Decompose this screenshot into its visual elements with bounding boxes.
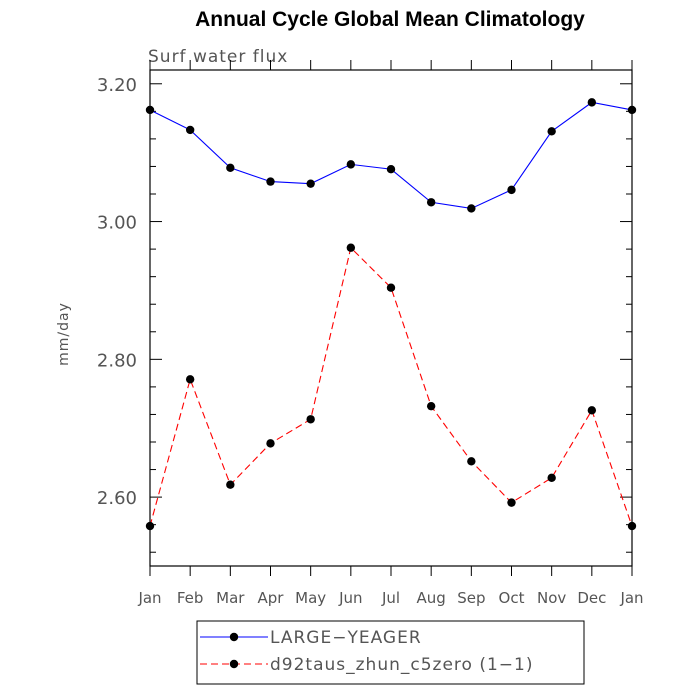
data-point — [386, 165, 396, 174]
series-line-1 — [149, 101, 633, 210]
data-point — [185, 375, 195, 384]
data-point — [306, 179, 315, 188]
data-point — [467, 457, 476, 466]
chart-title: Annual Cycle Global Mean Climatology — [195, 8, 585, 31]
legend-label-2: d92taus_zhun_c5zero (1−1) — [270, 655, 534, 675]
data-point — [306, 415, 315, 424]
x-tick-label: Apr — [258, 589, 285, 607]
chart-subtitle: Surf water flux — [148, 47, 289, 67]
data-point — [507, 185, 516, 195]
data-point — [507, 498, 516, 507]
data-point — [386, 283, 396, 292]
x-tick-label: Nov — [537, 589, 566, 607]
data-point — [426, 401, 436, 411]
data-point — [627, 105, 637, 115]
x-tick-label: May — [295, 589, 326, 607]
legend-box — [196, 620, 585, 685]
legend-marker-2 — [229, 659, 239, 669]
data-point — [266, 439, 275, 448]
data-point — [226, 480, 235, 489]
data-point — [587, 406, 597, 415]
y-tick-label: 3.20 — [97, 75, 137, 96]
x-tick-label: Jul — [381, 589, 400, 607]
legend-label-1: LARGE−YEAGER — [270, 628, 422, 648]
data-point — [346, 243, 356, 252]
x-tick-label: Sep — [457, 589, 485, 607]
x-tick-label: Aug — [417, 589, 446, 607]
y-tick-label: 3.00 — [97, 213, 137, 234]
x-tick-label: Oct — [499, 589, 525, 607]
data-point — [185, 125, 195, 135]
data-point — [226, 163, 235, 173]
x-tick-label: Jan — [137, 589, 161, 607]
data-point — [547, 127, 556, 136]
y-tick-label: 2.80 — [97, 350, 137, 371]
x-tick-label: Feb — [177, 589, 204, 607]
data-point — [627, 521, 637, 531]
plot-frame — [149, 69, 633, 567]
data-point — [145, 105, 155, 115]
data-point — [587, 98, 597, 107]
x-tick-label: Mar — [216, 589, 245, 607]
x-tick-label: Jun — [338, 589, 362, 607]
x-tick-label: Dec — [577, 589, 606, 607]
data-point — [145, 521, 155, 531]
legend-marker-1 — [229, 632, 239, 642]
data-point — [426, 198, 436, 207]
x-tick-label: Jan — [619, 589, 643, 607]
data-point — [467, 204, 476, 213]
y-tick-label: 2.60 — [97, 488, 137, 509]
data-point — [547, 473, 556, 483]
data-point — [266, 177, 275, 186]
data-point — [346, 160, 356, 169]
